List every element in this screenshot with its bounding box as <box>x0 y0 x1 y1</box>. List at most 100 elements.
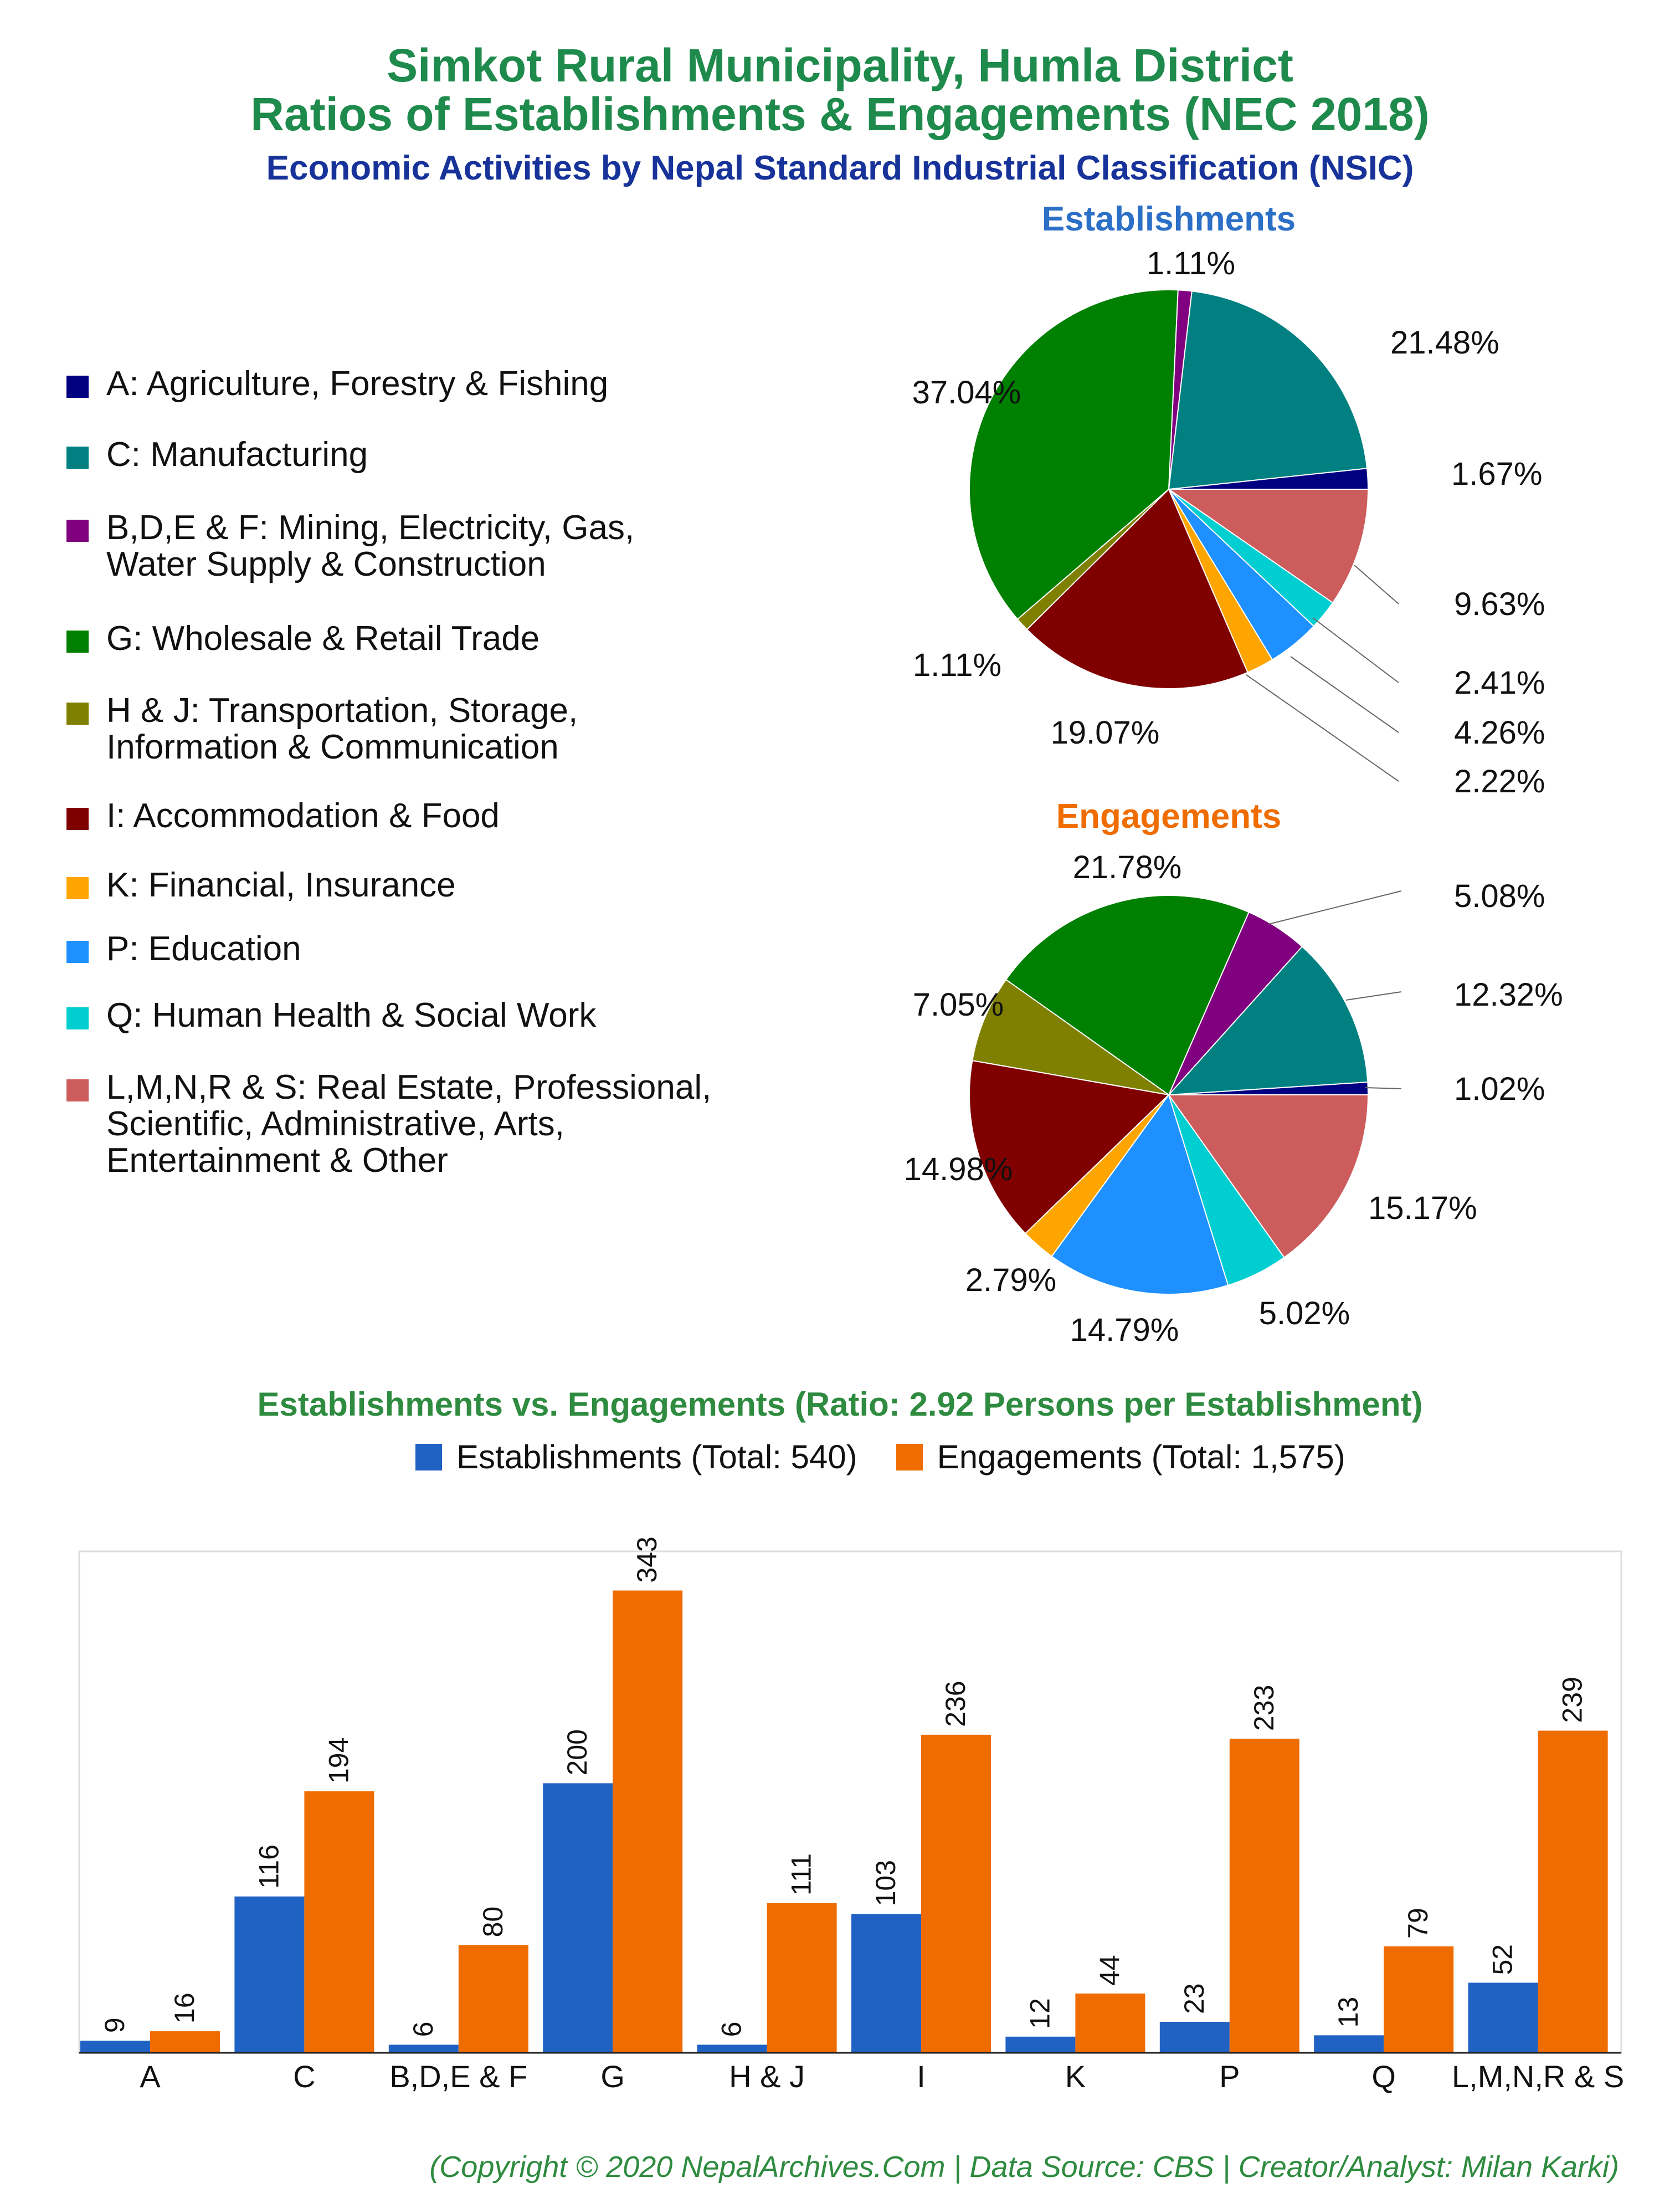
bar-data-label: 200 <box>562 1729 593 1775</box>
pie-value-label: 9.63% <box>1454 586 1545 622</box>
bar-establishments <box>388 2045 459 2053</box>
pie-slice-g <box>1005 895 1250 1096</box>
engagements-pie-title: Engagements <box>1056 797 1282 836</box>
pie-value-label: 4.26% <box>1454 715 1545 751</box>
pie-slice-c <box>1167 945 1369 1096</box>
bar-category-label: A <box>140 2059 161 2094</box>
bar-category-label: K <box>1065 2059 1086 2094</box>
legend-swatch-engagements <box>896 1443 923 1470</box>
pie-value-label: 7.05% <box>913 987 1004 1023</box>
pie-value-label: 21.78% <box>1073 849 1182 885</box>
legend-item-k: K: Financial, Insurance <box>66 867 456 904</box>
bar-data-label: 343 <box>631 1536 662 1582</box>
bar-data-label: 239 <box>1557 1677 1588 1723</box>
bar-establishments <box>1159 2022 1230 2053</box>
bar-category-label: H & J <box>729 2059 805 2094</box>
legend-label: L,M,N,R & S: Real Estate, Professional, … <box>106 1068 712 1180</box>
bar-data-label: 233 <box>1249 1685 1280 1731</box>
bar-data-label: 79 <box>1402 1908 1434 1939</box>
legend-item-a: A: Agriculture, Forestry & Fishing <box>66 366 608 402</box>
bar-data-label: 6 <box>408 2022 439 2037</box>
legend-label: H & J: Transportation, Storage, Informat… <box>106 691 578 766</box>
legend-item-q: Q: Human Health & Social Work <box>66 997 596 1034</box>
engagements-pie: 1.02% 12.32% 5.08% 21.78% 7.05% 14.98% 2.79% 14… <box>904 849 1563 1348</box>
chart-subtitle: Economic Activities by Nepal Standard In… <box>266 149 1414 187</box>
establishments-pie: 1.67% 21.48% 1.11% 37.04% 1.11% 19.07% 2.22% 4.… <box>912 245 1545 800</box>
legend-swatch <box>66 877 89 899</box>
legend-swatch <box>66 1007 89 1029</box>
bar-establishments <box>1468 1982 1538 2053</box>
bar-data-label: 52 <box>1487 1944 1518 1975</box>
legend-item-bdef: B,D,E & F: Mining, Electricity, Gas, Wat… <box>66 510 634 583</box>
pie-slice-i <box>1026 488 1249 689</box>
legend-item-lmnrs: L,M,N,R & S: Real Estate, Professional, … <box>66 1069 711 1179</box>
pie-leader-line <box>1354 565 1399 604</box>
legend-swatch <box>66 703 89 725</box>
bar-data-label: 12 <box>1024 1998 1055 2029</box>
bar-engagements <box>458 1945 528 2053</box>
bar-data-label: 194 <box>323 1738 354 1784</box>
pie-leader-line <box>1365 1087 1402 1089</box>
bar-category-label: I <box>917 2059 926 2094</box>
pie-leader-line <box>1345 991 1402 1001</box>
pie-slice-g <box>969 289 1179 621</box>
pie-value-label: 1.11% <box>1147 245 1235 281</box>
pie-leader-line <box>1246 674 1399 782</box>
pie-value-label: 14.79% <box>1070 1312 1179 1348</box>
pie-value-label: 5.02% <box>1259 1295 1350 1331</box>
pie-slice-hj <box>972 978 1169 1095</box>
pie-value-label: 14.98% <box>904 1151 1013 1187</box>
pie-leader-line <box>1290 656 1399 733</box>
bar-chart-title: Establishments vs. Engagements (Ratio: 2… <box>257 1386 1423 1423</box>
pie-slice-lmnrs <box>1168 1094 1369 1258</box>
legend-item-g: G: Wholesale & Retail Trade <box>66 621 540 657</box>
legend-swatch <box>66 1079 89 1101</box>
bar-establishments <box>543 1783 613 2053</box>
bar-establishments <box>1005 2036 1076 2053</box>
legend-label-engagements: Engagements (Total: 1,575) <box>937 1438 1345 1475</box>
legend-swatch <box>66 520 89 542</box>
bar-establishments <box>851 1914 921 2053</box>
bar-category-label: L,M,N,R & S <box>1452 2059 1624 2094</box>
bar-category-label: C <box>293 2059 315 2094</box>
pie-value-label: 5.08% <box>1454 878 1545 914</box>
bar-category-label: Q <box>1371 2059 1396 2094</box>
legend-label: I: Accommodation & Food <box>106 797 500 835</box>
bar-data-label: 236 <box>940 1680 971 1726</box>
pie-value-label: 12.32% <box>1454 977 1563 1013</box>
bar-engagements <box>921 1734 991 2053</box>
pie-value-label: 1.02% <box>1454 1071 1545 1107</box>
bar-engagements <box>613 1590 683 2053</box>
pie-value-label: 1.11% <box>913 647 1001 683</box>
legend-label: G: Wholesale & Retail Trade <box>106 619 540 658</box>
pie-leader-line <box>1268 890 1402 925</box>
bar-establishments <box>234 1896 305 2053</box>
legend-item-p: P: Education <box>66 931 301 967</box>
bar-data-label: 9 <box>99 2017 130 2033</box>
bar-plot-frame <box>78 1550 1622 2054</box>
pie-value-label: 19.07% <box>1051 715 1160 751</box>
legend-label: C: Manufacturing <box>106 435 368 474</box>
bar-engagements <box>304 1791 374 2053</box>
footer-credit: (Copyright © 2020 NepalArchives.Com | Da… <box>429 2150 1619 2184</box>
bar-category-label: P <box>1219 2059 1240 2094</box>
legend-label: B,D,E & F: Mining, Electricity, Gas, Wat… <box>106 509 635 583</box>
pie-value-label: 2.79% <box>965 1262 1056 1298</box>
pie-leader-line <box>1312 617 1399 683</box>
bar-data-label: 23 <box>1179 1983 1210 2014</box>
bar-data-label: 13 <box>1333 1997 1364 2028</box>
bar-establishments <box>80 2041 150 2053</box>
bar-data-label: 116 <box>253 1844 284 1889</box>
legend-swatch <box>66 941 89 963</box>
legend-label: P: Education <box>106 930 301 968</box>
bar-data-label: 44 <box>1094 1955 1125 1986</box>
chart-title-line1: Simkot Rural Municipality, Humla Distric… <box>387 39 1293 91</box>
legend-item-i: I: Accommodation & Food <box>66 798 500 834</box>
legend-item-hj: H & J: Transportation, Storage, Informat… <box>66 693 578 766</box>
legend-swatch <box>66 631 89 653</box>
pie-slice-c <box>1168 290 1368 490</box>
legend-label: A: Agriculture, Forestry & Fishing <box>106 365 609 403</box>
legend-swatch <box>66 447 89 469</box>
bar-data-label: 111 <box>786 1853 817 1895</box>
pie-slice-i <box>969 1059 1170 1234</box>
